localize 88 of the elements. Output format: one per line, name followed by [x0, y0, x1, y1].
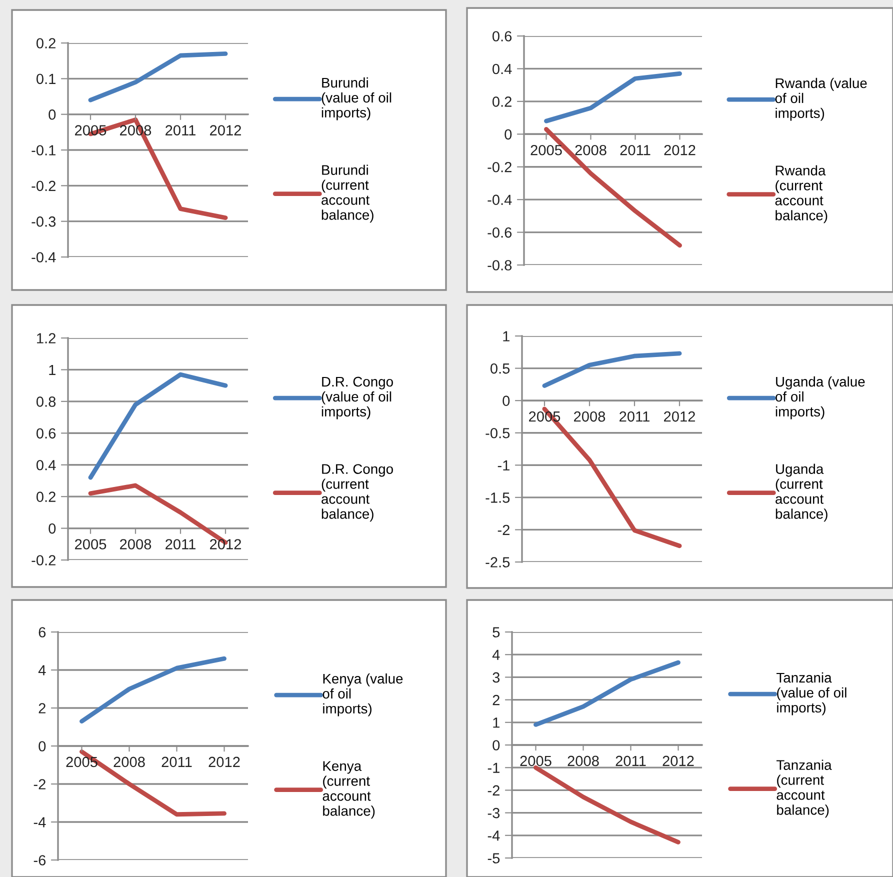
y-tick-label: 1	[49, 364, 56, 375]
x-tick-label: 2011	[616, 756, 646, 766]
x-tick-label: 2012	[210, 539, 241, 550]
legend-label: Uganda (value of oil imports)	[776, 376, 865, 420]
y-tick-label: 0.2	[36, 38, 56, 48]
y-tick-label: 0.8	[36, 396, 56, 407]
y-tick-label: 0.5	[490, 363, 510, 374]
y-tick-label: 0	[504, 129, 512, 140]
y-tick-label: 0.4	[492, 64, 512, 74]
x-tick-label: 2008	[574, 411, 606, 422]
y-tick-label: 0.2	[492, 96, 512, 107]
y-tick-label: 0	[492, 740, 500, 750]
y-tick-label: -0.2	[32, 555, 56, 566]
legend-label: Burundi (value of oil imports)	[322, 77, 392, 120]
y-tick-label: -0.3	[32, 216, 56, 227]
y-tick-label: -1.5	[486, 492, 510, 503]
y-tick-label: -1	[488, 762, 500, 773]
y-tick-label: -2	[34, 779, 46, 790]
x-tick-label: 2012	[664, 411, 695, 422]
y-tick-label: -6	[34, 855, 46, 866]
y-tick-label: 3	[492, 672, 500, 683]
y-tick-label: 1	[493, 718, 500, 728]
y-tick-label: -2	[498, 524, 510, 535]
legend-label: Tanzania (value of oil imports)	[776, 672, 846, 716]
x-tick-label: 2012	[662, 756, 694, 766]
line-series	[88, 372, 228, 480]
y-tick-label: 2	[492, 694, 500, 706]
y-tick-label: 4	[38, 665, 46, 676]
line-series	[534, 660, 680, 727]
legend-label: D.R. Congo (current account balance)	[322, 464, 393, 522]
y-tick-label: -5	[488, 853, 500, 864]
x-tick-label: 2011	[166, 539, 196, 550]
y-tick-label: -0.8	[488, 260, 512, 270]
y-tick-label: 6	[38, 627, 46, 638]
y-tick-label: 5	[492, 627, 500, 638]
y-tick-label: 0.1	[36, 74, 56, 84]
y-tick-label: 0	[48, 109, 56, 120]
x-tick-label: 2011	[620, 144, 650, 156]
y-tick-label: -1	[498, 460, 510, 470]
x-tick-label: 2005	[520, 756, 552, 766]
line-series	[542, 351, 682, 388]
y-tick-label: -0.2	[32, 180, 56, 192]
y-tick-label: -4	[34, 817, 46, 828]
legend-label: Kenya (current account balance)	[322, 761, 375, 819]
y-tick-label: 0	[502, 396, 510, 406]
y-tick-label: -0.5	[486, 428, 510, 438]
x-tick-label: 2008	[120, 539, 152, 550]
x-tick-label: 2011	[162, 756, 192, 768]
x-tick-label: 2008	[568, 756, 599, 766]
y-tick-label: -0.1	[32, 145, 56, 156]
y-tick-label: 0	[38, 741, 46, 752]
y-tick-label: 0.6	[36, 428, 56, 439]
x-tick-label: 2012	[664, 144, 696, 156]
x-tick-label: 2005	[75, 539, 106, 550]
y-tick-label: 0.4	[36, 460, 56, 470]
y-tick-label: -0.4	[32, 252, 56, 262]
y-tick-label: -0.4	[488, 194, 512, 205]
y-tick-label: -2.5	[486, 557, 510, 568]
x-tick-label: 2008	[114, 756, 145, 768]
y-tick-label: 1	[503, 331, 510, 342]
line-series	[544, 71, 682, 124]
legend-label: Rwanda (current account balance)	[775, 165, 828, 224]
y-tick-label: 1.2	[37, 333, 56, 344]
x-tick-label: 2005	[530, 144, 562, 156]
y-tick-label: 0	[48, 523, 56, 534]
legend-label: Uganda (current account balance)	[776, 464, 828, 522]
x-tick-label: 2008	[575, 144, 606, 156]
line-series	[80, 656, 226, 724]
y-tick-label: -4	[488, 830, 500, 841]
y-tick-label: 0.6	[492, 31, 512, 42]
legend-label: D.R. Congo (value of oil imports)	[322, 376, 393, 420]
legend-label: Burundi (current account balance)	[322, 164, 374, 223]
y-tick-label: -2	[488, 785, 500, 796]
line-series	[88, 51, 228, 102]
x-tick-label: 2012	[210, 125, 241, 136]
x-tick-label: 2012	[208, 756, 240, 768]
y-tick-label: 2	[38, 703, 46, 714]
y-tick-label: 4	[492, 650, 500, 660]
y-tick-label: -0.2	[488, 162, 512, 172]
legend-label: Tanzania (current account balance)	[776, 760, 832, 818]
x-tick-label: 2011	[166, 125, 196, 136]
y-tick-label: -3	[488, 808, 500, 818]
legend-label: Rwanda (value of oil imports)	[775, 78, 867, 121]
x-tick-label: 2011	[620, 411, 650, 422]
legend-label: Kenya (value of oil imports)	[322, 673, 403, 716]
line-series	[534, 765, 680, 844]
y-tick-label: 0.2	[36, 492, 56, 502]
y-tick-label: -0.6	[488, 227, 512, 238]
